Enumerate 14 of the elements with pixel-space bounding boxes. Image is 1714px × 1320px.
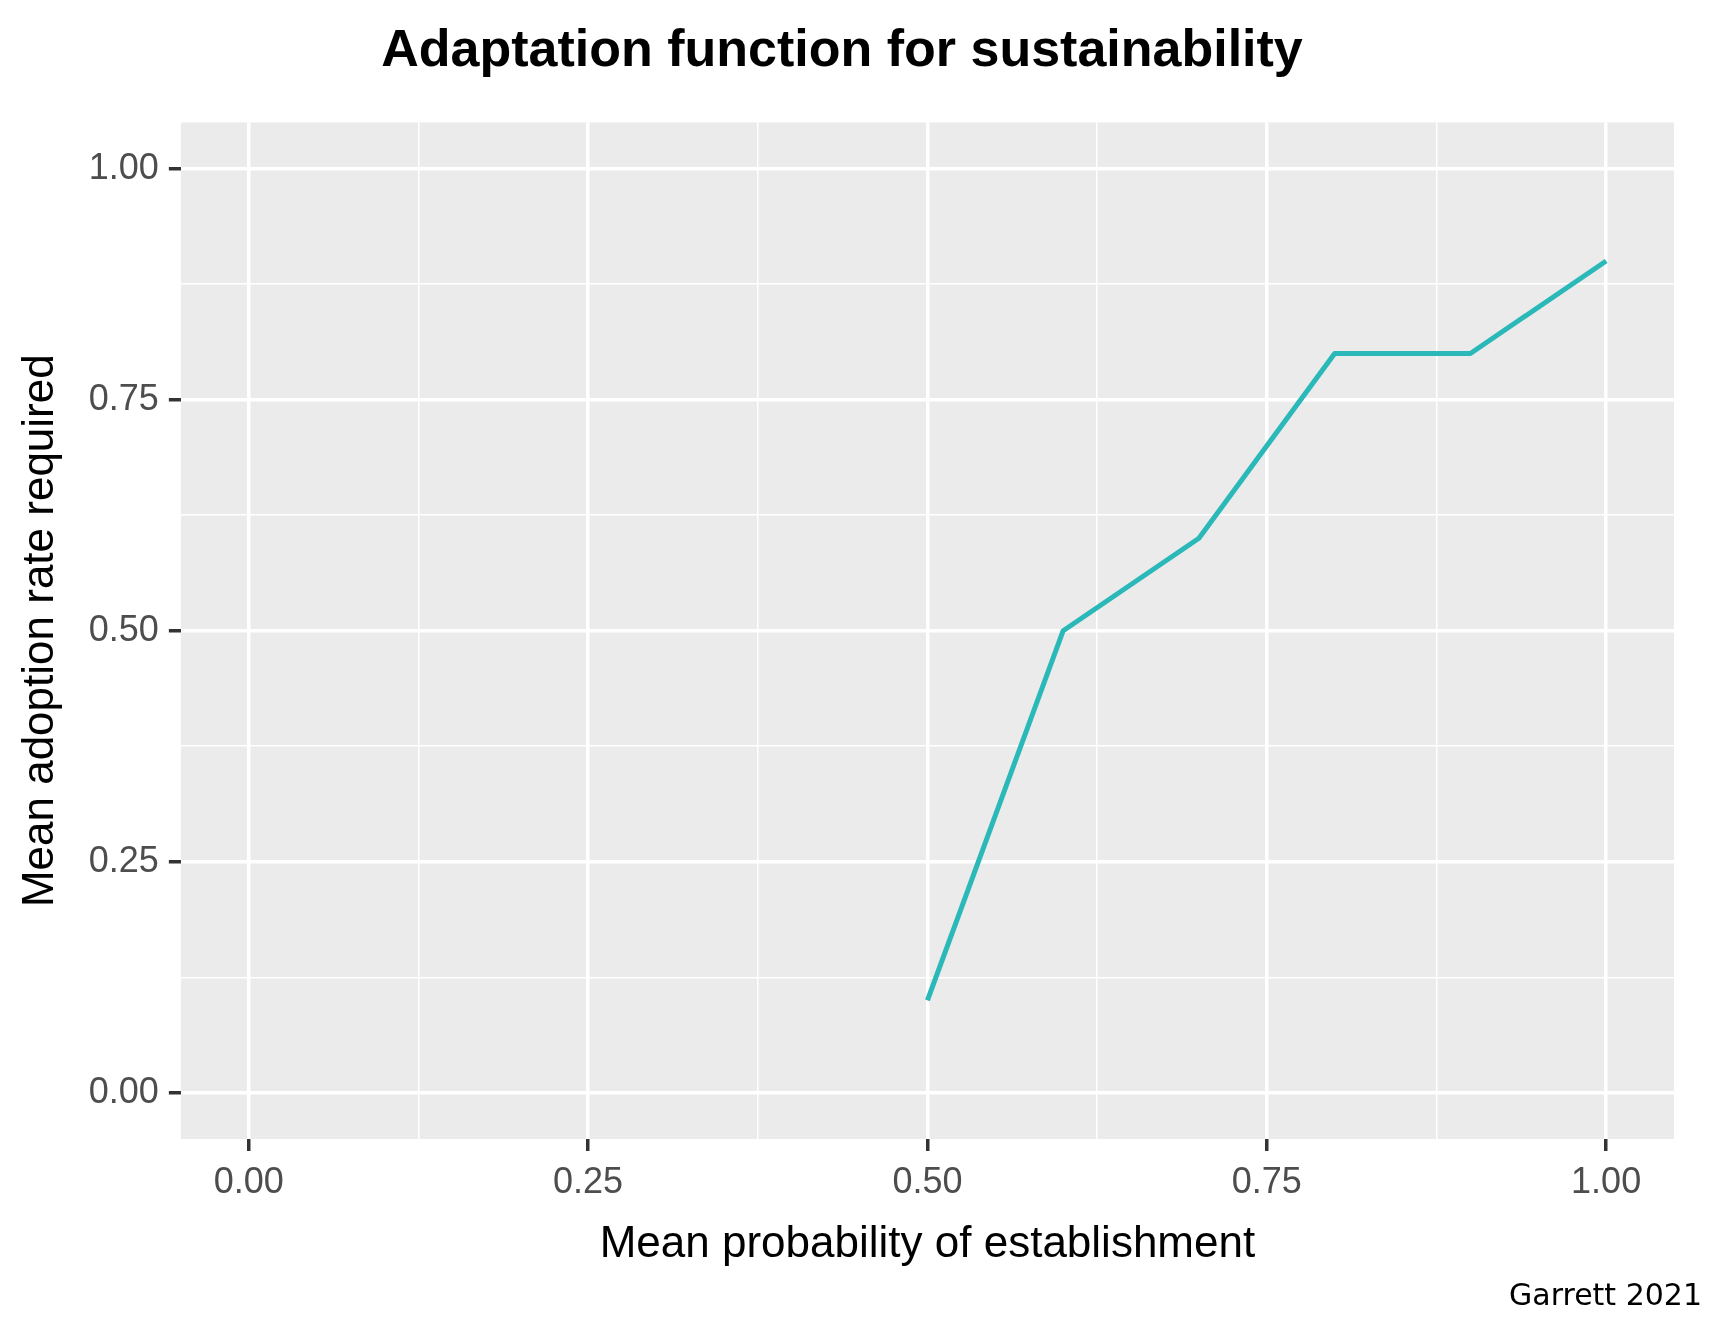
x-tick-label: 1.00: [1571, 1159, 1642, 1201]
x-tick-label: 0.25: [553, 1159, 624, 1201]
y-tick-label: 0.50: [88, 607, 159, 649]
y-tick-label: 1.00: [88, 145, 159, 187]
x-axis-title: Mean probability of establishment: [599, 1216, 1256, 1266]
y-tick-label: 0.25: [88, 838, 159, 880]
x-tick-label: 0.75: [1231, 1159, 1302, 1201]
y-axis-title: Mean adoption rate required: [12, 354, 62, 908]
y-tick-label: 0.00: [88, 1069, 159, 1111]
text: Garrett 2021: [1509, 1276, 1702, 1312]
chart-title: Adaptation function for sustainability: [381, 18, 1303, 77]
x-tick-label: 0.00: [213, 1159, 284, 1201]
y-tick-label: 0.75: [88, 376, 159, 418]
x-tick-label: 0.50: [892, 1159, 963, 1201]
